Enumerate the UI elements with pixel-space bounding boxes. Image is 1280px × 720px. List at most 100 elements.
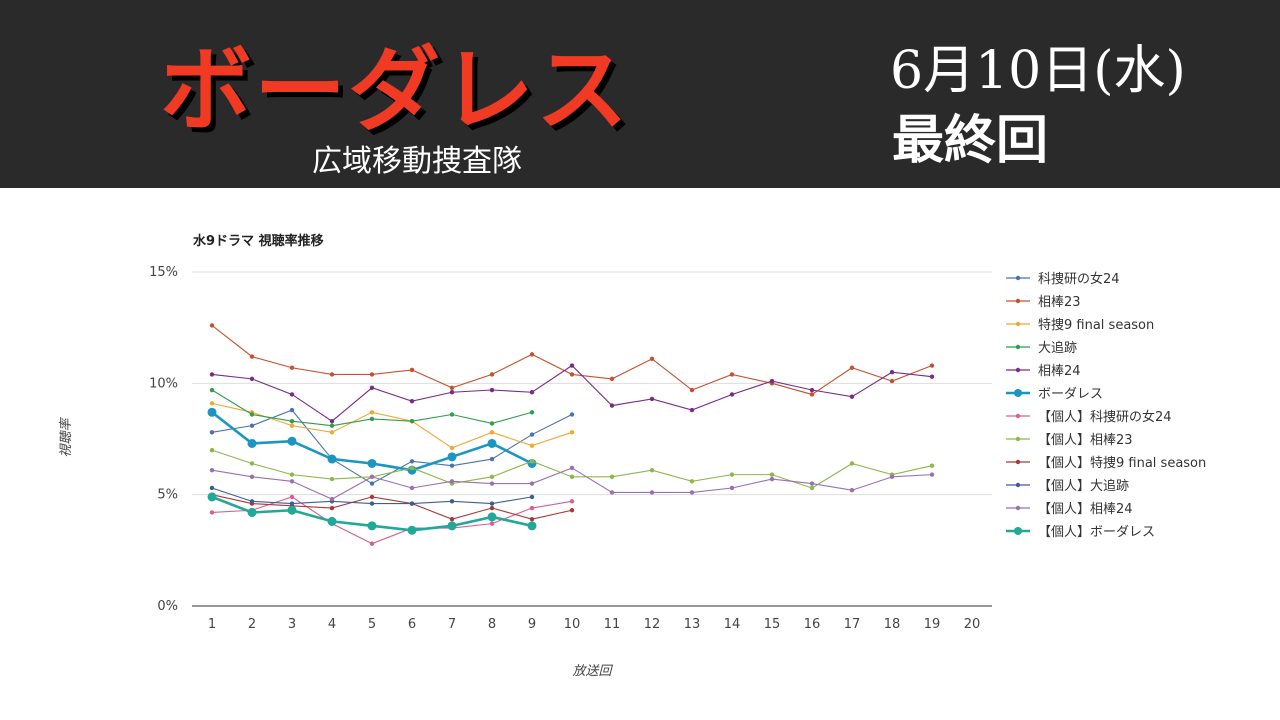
data-point xyxy=(367,521,377,531)
data-point xyxy=(529,505,535,511)
series-8 xyxy=(209,447,935,491)
data-point xyxy=(447,452,457,462)
data-point xyxy=(649,467,655,473)
data-point xyxy=(249,423,255,428)
data-point xyxy=(449,445,455,451)
x-tick-label: 2 xyxy=(248,617,256,632)
drama-title: ボーダレス xyxy=(160,37,631,144)
legend-item: 大追跡 xyxy=(1006,340,1077,356)
data-point xyxy=(569,372,575,377)
data-point xyxy=(289,472,295,477)
data-point xyxy=(289,418,295,424)
data-point xyxy=(529,390,535,395)
data-point xyxy=(609,403,615,408)
data-point xyxy=(209,510,215,515)
data-point xyxy=(649,490,655,495)
data-point xyxy=(329,423,335,428)
data-point xyxy=(209,485,215,491)
data-point xyxy=(569,499,575,504)
data-point xyxy=(849,365,855,370)
data-point xyxy=(929,374,935,379)
data-point xyxy=(529,494,535,500)
data-point xyxy=(449,412,455,417)
data-point xyxy=(489,387,495,393)
data-point xyxy=(889,378,895,384)
data-point xyxy=(447,521,457,531)
data-point xyxy=(369,481,375,486)
x-tick-label: 18 xyxy=(884,617,901,632)
data-point xyxy=(369,410,375,415)
x-axis-label: 放送回 xyxy=(572,664,613,679)
x-tick-label: 11 xyxy=(604,617,621,632)
legend-item: 相棒23 xyxy=(1006,295,1081,310)
series-3 xyxy=(209,401,575,451)
data-point xyxy=(487,438,497,448)
series-11 xyxy=(209,465,935,502)
series-lines xyxy=(207,323,935,546)
data-point xyxy=(849,461,855,466)
series-9 xyxy=(209,492,575,522)
data-point xyxy=(527,458,537,468)
data-point xyxy=(569,412,575,417)
data-point xyxy=(287,436,297,446)
data-point xyxy=(769,378,775,384)
legend-item: 【個人】ボーダレス xyxy=(1006,525,1155,540)
data-point xyxy=(367,458,377,468)
data-point xyxy=(209,372,215,377)
data-point xyxy=(609,490,615,495)
series-5 xyxy=(209,363,935,424)
data-point xyxy=(369,541,375,546)
series-4 xyxy=(209,387,535,428)
legend-swatch-marker xyxy=(1015,505,1021,511)
data-point xyxy=(249,376,255,382)
data-point xyxy=(449,499,455,504)
legend-item: 【個人】特捜9 final season xyxy=(1006,456,1206,471)
x-tick-label: 5 xyxy=(368,617,376,632)
data-point xyxy=(249,499,255,504)
legend-label: 【個人】特捜9 final season xyxy=(1038,456,1206,471)
y-tick-label: 5% xyxy=(157,488,178,503)
data-point xyxy=(329,372,335,377)
data-point xyxy=(649,396,655,402)
data-point xyxy=(289,501,295,506)
data-point xyxy=(729,485,735,491)
data-point xyxy=(929,472,935,477)
legend-swatch-marker xyxy=(1015,298,1021,304)
data-point xyxy=(769,476,775,482)
data-point xyxy=(249,354,255,359)
series-line xyxy=(211,402,573,449)
y-tick-label: 10% xyxy=(149,376,178,391)
data-point xyxy=(207,492,217,502)
data-point xyxy=(289,479,295,484)
data-point xyxy=(689,407,695,413)
x-tick-label: 16 xyxy=(804,617,821,632)
data-point xyxy=(409,367,415,373)
data-point xyxy=(329,505,335,511)
x-tick-label: 4 xyxy=(328,617,336,632)
data-point xyxy=(249,412,255,417)
data-point xyxy=(369,416,375,422)
data-point xyxy=(329,430,335,435)
data-point xyxy=(327,516,337,526)
legend-swatch-marker xyxy=(1015,482,1021,488)
data-point xyxy=(289,423,295,428)
data-point xyxy=(889,370,895,375)
data-point xyxy=(409,465,415,471)
data-point xyxy=(529,410,535,415)
x-tick-label: 7 xyxy=(448,617,456,632)
data-point xyxy=(449,463,455,468)
data-point xyxy=(489,474,495,480)
data-point xyxy=(369,474,375,480)
data-point xyxy=(249,461,255,466)
data-point xyxy=(209,387,215,393)
data-point xyxy=(407,525,417,535)
x-tick-label: 19 xyxy=(924,617,941,632)
legend-label: 科捜研の女24 xyxy=(1038,271,1120,287)
legend-label: 大追跡 xyxy=(1038,340,1077,356)
data-point xyxy=(609,376,615,382)
data-point xyxy=(329,496,335,502)
legend-label: 相棒23 xyxy=(1038,295,1081,310)
data-point xyxy=(449,390,455,395)
data-point xyxy=(529,432,535,437)
x-tick-label: 15 xyxy=(764,617,781,632)
